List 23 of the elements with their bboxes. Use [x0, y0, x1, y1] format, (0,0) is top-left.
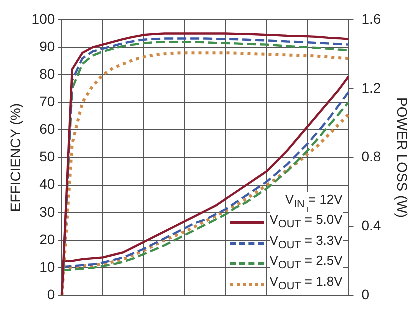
- y-tick-label: 0: [47, 286, 56, 302]
- y2-tick-label: 0.4: [362, 218, 382, 234]
- y-tick-label: 10: [40, 258, 56, 275]
- y-tick-label: 70: [40, 94, 56, 110]
- y-tick-label: 80: [40, 66, 56, 82]
- legend-label: V$_{OUT}$ = 2.5V: [270, 253, 343, 274]
- y-tick-label: 40: [40, 176, 56, 192]
- y2-tick-label: 0: [362, 286, 370, 302]
- y-tick-label: 20: [40, 231, 56, 248]
- legend-label: V$_{OUT}$ = 5.0V: [270, 212, 343, 233]
- legend-label: V$_{OUT}$ = 1.8V: [270, 274, 343, 295]
- y2-tick-label: 1.2: [362, 80, 382, 96]
- y-tick-label: 50: [40, 148, 56, 165]
- y-tick-label: 60: [40, 121, 56, 138]
- y-tick-label: 30: [40, 204, 56, 220]
- legend-title: V$_{IN}$ = 12V: [285, 192, 343, 210]
- legend-label: V$_{OUT}$ = 3.3V: [270, 232, 343, 254]
- y-tick-label: 100: [32, 10, 56, 27]
- y2-tick-label: 1.6: [362, 10, 382, 27]
- y2-axis-title: POWER LOSS (W): [394, 98, 411, 218]
- y2-tick-label: 0.8: [362, 148, 382, 165]
- y-axis-title: EFFICIENCY (%): [7, 103, 24, 212]
- y-tick-label: 90: [40, 38, 56, 54]
